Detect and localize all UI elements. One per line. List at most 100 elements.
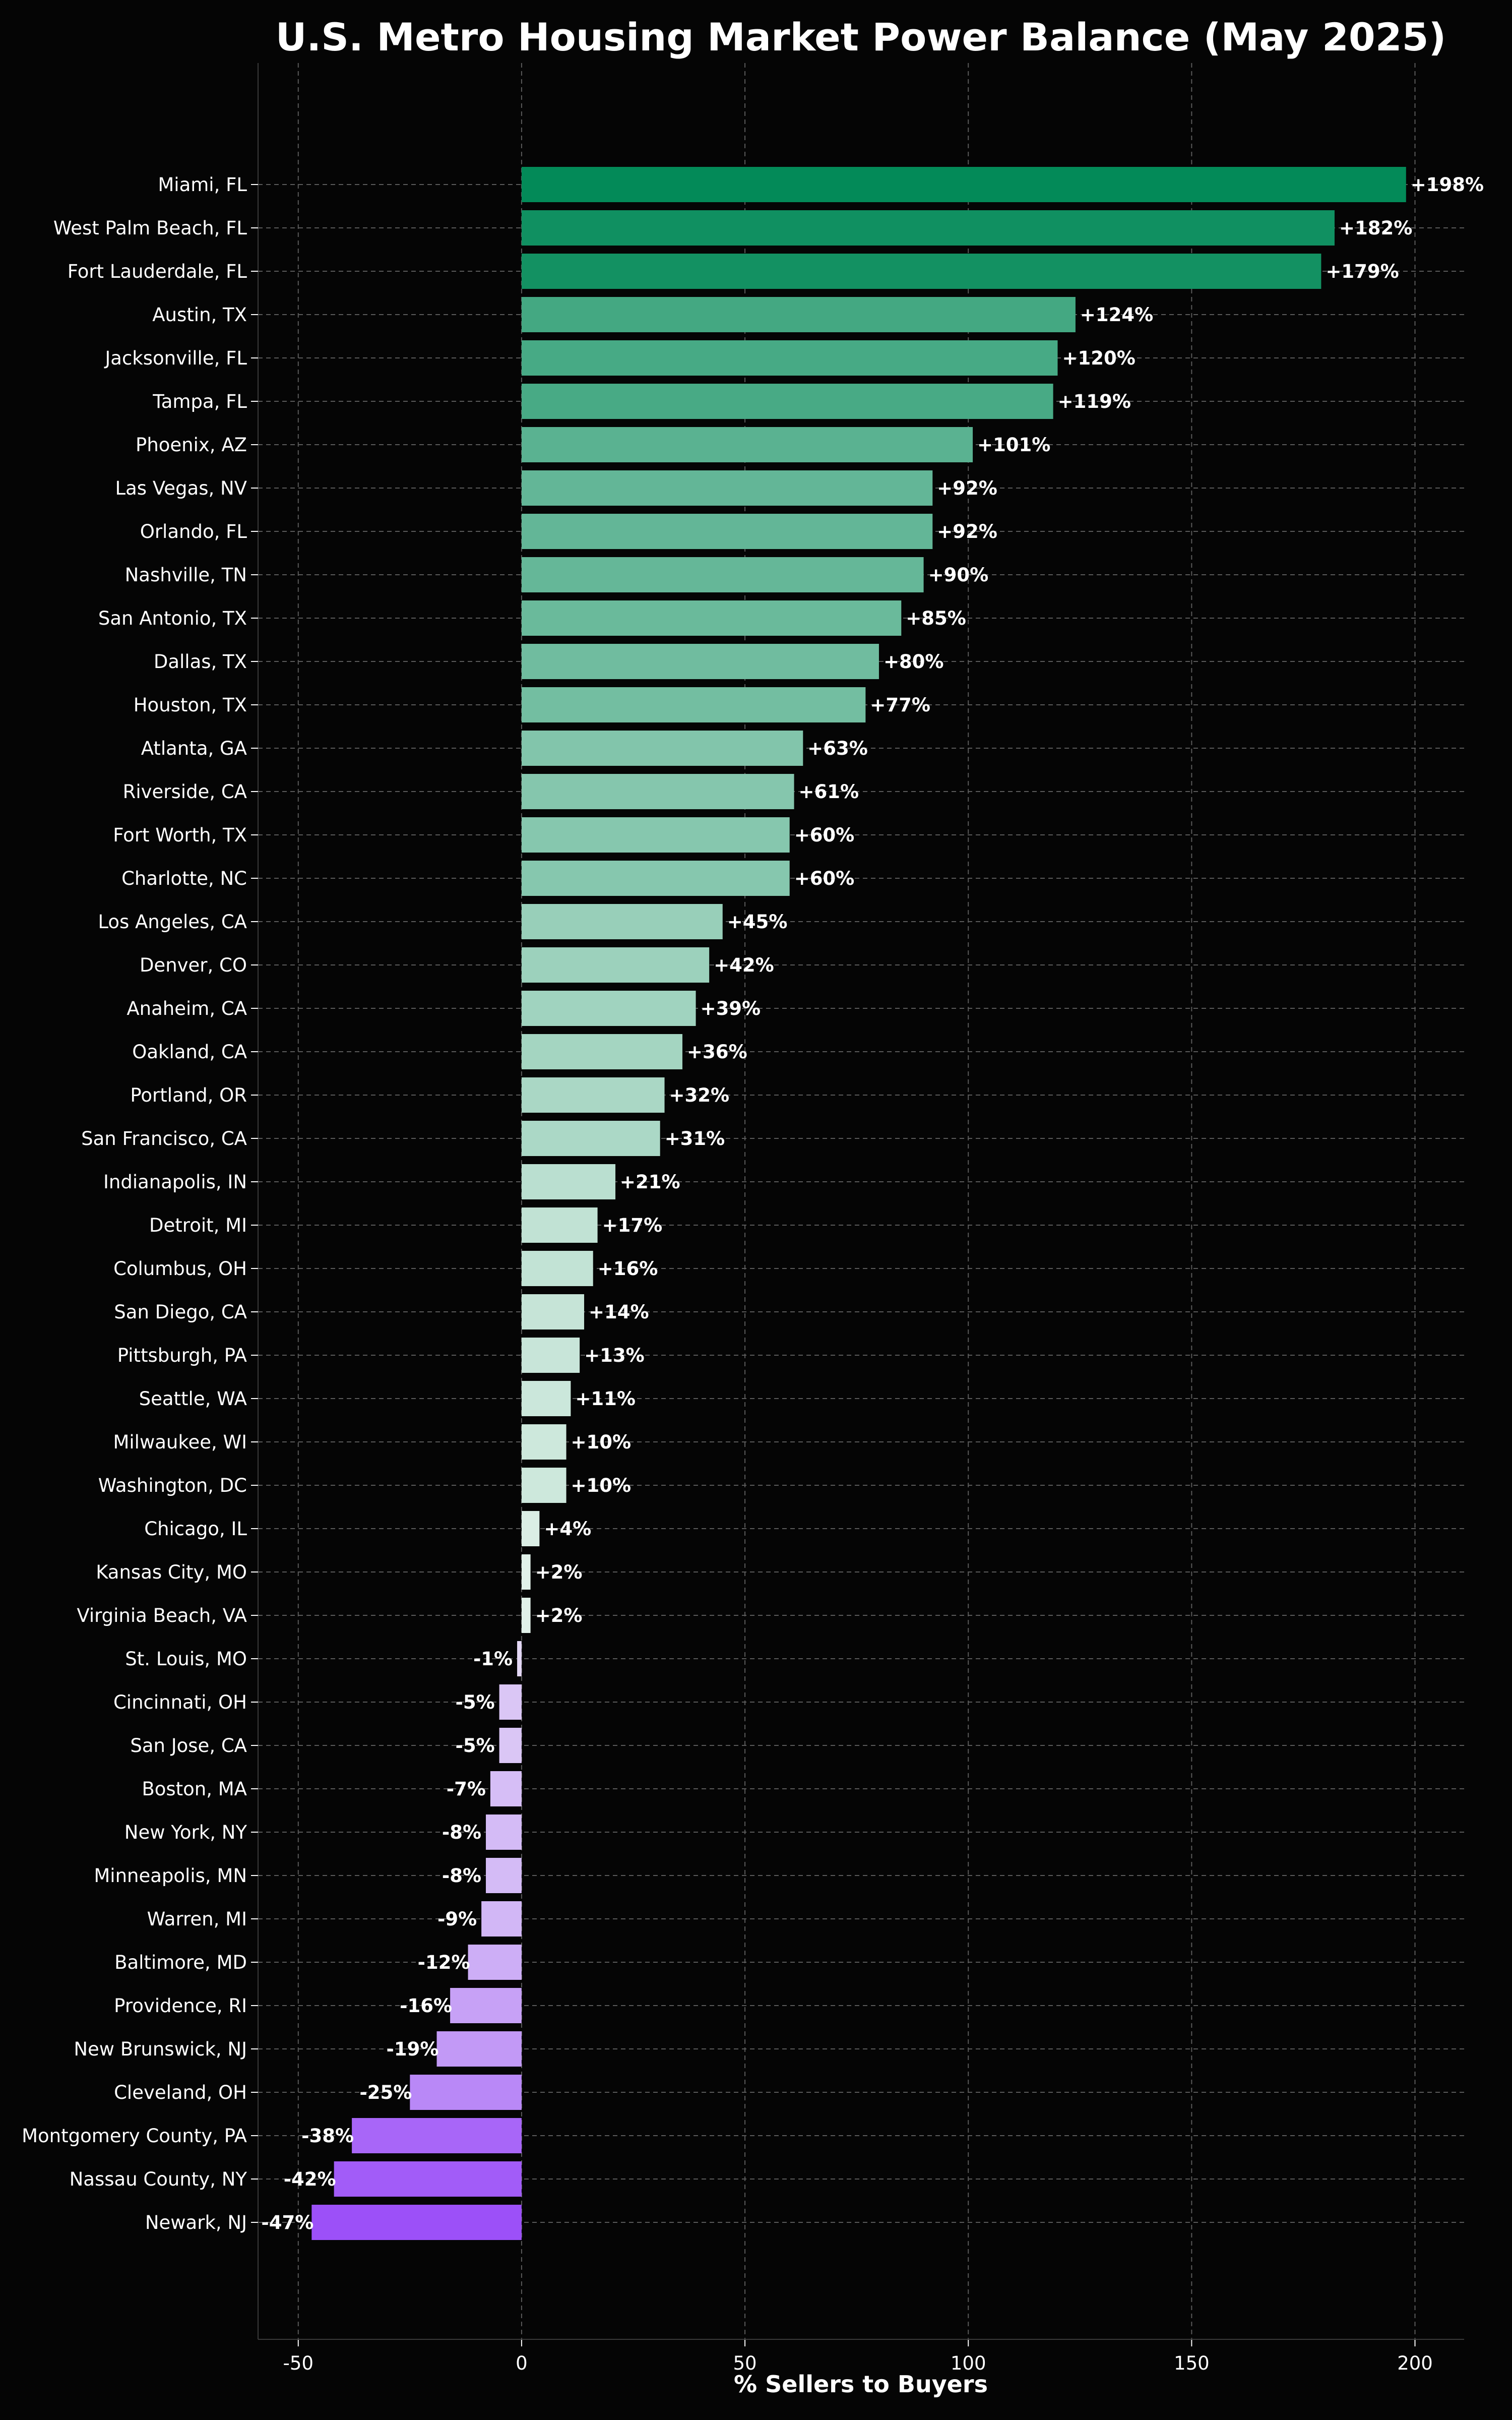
bar <box>521 1207 598 1243</box>
value-label: +92% <box>937 521 997 542</box>
category-label: Los Angeles, CA <box>98 911 247 933</box>
value-label: +182% <box>1339 217 1412 239</box>
bar <box>521 947 710 983</box>
bar <box>521 470 933 506</box>
bar <box>521 1077 665 1113</box>
x-tick-label: 200 <box>1397 2352 1433 2374</box>
category-label: Detroit, MI <box>149 1215 247 1236</box>
category-label: Washington, DC <box>98 1475 247 1496</box>
value-label: +61% <box>799 781 859 803</box>
value-label: +63% <box>807 738 868 759</box>
value-label: +16% <box>598 1258 658 1280</box>
value-label: +45% <box>727 911 788 933</box>
category-label: Chicago, IL <box>144 1518 247 1540</box>
value-label: -8% <box>442 1865 481 1887</box>
value-label: +31% <box>665 1128 725 1150</box>
category-label: Newark, NJ <box>145 2212 247 2233</box>
category-label: Austin, TX <box>152 304 247 326</box>
bar <box>521 297 1076 332</box>
category-label: Fort Worth, TX <box>113 824 247 846</box>
value-label: +120% <box>1062 347 1135 369</box>
category-labels: Miami, FL West Palm Beach, FL Fort Lauderd… <box>22 174 247 2233</box>
value-label: -16% <box>400 1995 452 2017</box>
bar <box>521 1338 580 1373</box>
category-label: San Antonio, TX <box>98 608 247 629</box>
value-label: +32% <box>669 1084 730 1106</box>
value-label: +77% <box>870 694 930 716</box>
category-label: Orlando, FL <box>140 521 247 542</box>
value-label: +90% <box>928 564 989 586</box>
bar <box>486 1814 522 1850</box>
value-label: -47% <box>261 2212 313 2233</box>
category-label: Cleveland, OH <box>114 2082 247 2103</box>
category-label: San Diego, CA <box>114 1301 247 1323</box>
category-label: Tampa, FL <box>152 391 247 412</box>
bar <box>499 1728 522 1763</box>
category-label: Las Vegas, NV <box>115 477 247 499</box>
bar <box>436 2031 522 2067</box>
value-label: +124% <box>1080 304 1153 326</box>
bar <box>521 1034 682 1069</box>
bar <box>481 1901 522 1937</box>
bar <box>521 1511 540 1546</box>
value-label: +42% <box>714 954 774 976</box>
category-label: Pittsburgh, PA <box>117 1345 247 1366</box>
bar <box>311 2205 522 2240</box>
value-label: +17% <box>602 1215 663 1236</box>
category-label: Portland, OR <box>130 1084 247 1106</box>
value-label: +13% <box>584 1345 645 1366</box>
category-label: Minneapolis, MN <box>94 1865 247 1887</box>
x-tick-label: -50 <box>283 2352 313 2374</box>
bar <box>521 1598 531 1633</box>
x-axis-label: % Sellers to Buyers <box>734 2371 988 2398</box>
category-label: San Jose, CA <box>130 1735 247 1757</box>
bar <box>521 1468 566 1503</box>
x-tick-label: 150 <box>1174 2352 1210 2374</box>
bar <box>490 1771 522 1806</box>
chart-title: U.S. Metro Housing Market Power Balance … <box>276 15 1446 59</box>
value-label: +11% <box>575 1388 636 1410</box>
bar <box>517 1641 522 1676</box>
category-label: Phoenix, AZ <box>136 434 247 456</box>
bar <box>521 1381 571 1416</box>
category-label: Oakland, CA <box>132 1041 247 1063</box>
value-label: -5% <box>456 1691 495 1713</box>
category-label: Montgomery County, PA <box>22 2125 247 2147</box>
bar <box>334 2161 522 2197</box>
bar <box>521 904 723 939</box>
value-label: +21% <box>620 1171 680 1193</box>
category-label: Anaheim, CA <box>127 998 247 1019</box>
category-label: San Francisco, CA <box>81 1128 247 1150</box>
bar <box>521 687 866 722</box>
category-label: Boston, MA <box>142 1778 247 1800</box>
value-label: +85% <box>906 608 966 629</box>
value-label: +60% <box>794 824 855 846</box>
bar <box>521 1424 566 1460</box>
bar <box>486 1858 522 1893</box>
category-label: Dallas, TX <box>154 651 247 673</box>
category-label: West Palm Beach, FL <box>53 217 247 239</box>
category-label: Fort Lauderdale, FL <box>68 261 247 282</box>
bar <box>521 774 794 809</box>
value-label: -9% <box>437 1908 477 1930</box>
value-label: -19% <box>387 2038 439 2060</box>
category-label: Warren, MI <box>147 1908 247 1930</box>
value-label: +2% <box>535 1561 583 1583</box>
value-labels: +198% +182% +179% +124% +120% +119% +101% +92% +… <box>261 174 1484 2233</box>
category-label: Kansas City, MO <box>96 1561 247 1583</box>
category-label: Jacksonville, FL <box>104 347 247 369</box>
bar <box>521 167 1406 202</box>
category-label: Cincinnati, OH <box>113 1691 247 1713</box>
bar <box>521 557 924 592</box>
bar <box>521 600 902 636</box>
value-label: +80% <box>884 651 944 673</box>
bar <box>468 1945 522 1980</box>
value-label: +4% <box>544 1518 591 1540</box>
bar <box>521 340 1058 376</box>
bar <box>521 817 790 853</box>
value-label: -25% <box>359 2082 412 2103</box>
category-label: Providence, RI <box>114 1995 247 2017</box>
x-tick-label: 50 <box>733 2352 757 2374</box>
bar <box>521 514 933 549</box>
